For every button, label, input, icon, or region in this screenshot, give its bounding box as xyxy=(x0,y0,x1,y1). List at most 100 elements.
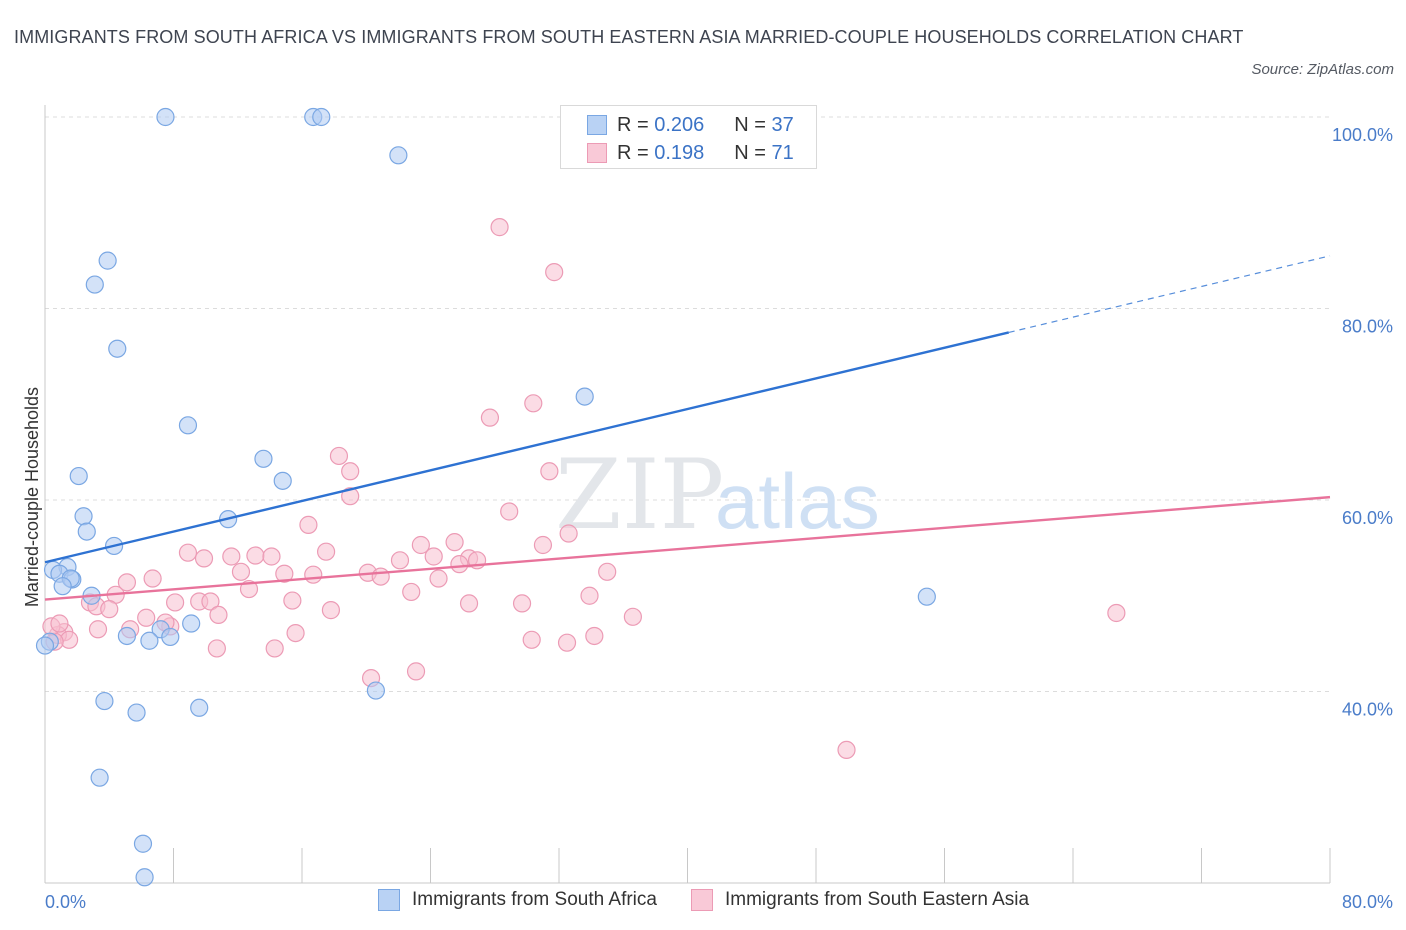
chart-title: IMMIGRANTS FROM SOUTH AFRICA VS IMMIGRAN… xyxy=(14,27,1244,47)
legend-stats: R = 0.206 N = 37 R = 0.198 N = 71 xyxy=(560,105,817,169)
point-south-eastern-asia xyxy=(580,586,599,605)
point-south-eastern-asia xyxy=(598,562,617,581)
point-south-eastern-asia xyxy=(545,263,564,282)
point-south-eastern-asia xyxy=(100,600,119,619)
point-south-eastern-asia xyxy=(429,569,448,588)
y-tick-label: 40.0% xyxy=(1342,700,1393,720)
point-south-eastern-asia xyxy=(299,515,318,534)
legend-r-value-2: 0.198 xyxy=(654,141,705,164)
series-south-africa-points xyxy=(35,107,936,887)
y-tick-labels: 40.0% 60.0% 80.0% 100.0% xyxy=(1332,125,1393,720)
point-south-africa xyxy=(273,471,292,490)
point-south-africa xyxy=(156,107,175,127)
legend-r-label: R = xyxy=(617,141,649,164)
point-south-eastern-asia xyxy=(406,662,426,681)
point-south-africa xyxy=(140,631,159,650)
point-south-eastern-asia xyxy=(321,601,341,620)
point-south-africa xyxy=(254,449,273,468)
point-south-eastern-asia xyxy=(512,594,532,613)
point-south-eastern-asia xyxy=(837,740,856,760)
x-tick-labels: 0.0% 80.0% xyxy=(45,892,1393,912)
point-south-eastern-asia xyxy=(500,502,519,521)
point-south-eastern-asia xyxy=(283,591,302,610)
point-south-eastern-asia xyxy=(316,542,336,561)
point-south-africa xyxy=(98,251,117,270)
point-south-eastern-asia xyxy=(585,626,604,646)
point-south-eastern-asia xyxy=(50,614,69,633)
point-south-africa xyxy=(178,416,198,435)
point-south-eastern-asia xyxy=(341,462,360,481)
point-south-africa xyxy=(108,339,127,358)
point-south-eastern-asia xyxy=(286,623,305,643)
point-south-eastern-asia xyxy=(265,639,284,658)
point-south-eastern-asia xyxy=(166,593,185,612)
point-south-eastern-asia xyxy=(459,594,479,613)
point-south-africa xyxy=(135,868,154,887)
x-tick-label: 80.0% xyxy=(1342,892,1393,912)
point-south-africa xyxy=(133,834,153,853)
legend-n-label: N = xyxy=(734,113,766,136)
point-south-eastern-asia xyxy=(402,582,421,602)
point-south-eastern-asia xyxy=(137,608,156,627)
watermark: ZIP atlas xyxy=(555,439,880,551)
legend-swatch-blue xyxy=(378,889,400,911)
point-south-africa xyxy=(53,577,72,596)
axes xyxy=(44,105,1331,884)
legend-swatch-blue xyxy=(587,115,607,135)
point-south-eastern-asia xyxy=(246,546,265,565)
point-south-eastern-asia xyxy=(178,543,198,562)
y-tick-label: 100.0% xyxy=(1332,125,1393,145)
legend-r-label: R = xyxy=(617,113,649,136)
point-south-eastern-asia xyxy=(262,547,281,566)
grid-lines xyxy=(45,116,1330,692)
trend-lines xyxy=(44,255,1331,601)
point-south-eastern-asia xyxy=(194,549,214,568)
point-south-eastern-asia xyxy=(275,564,294,583)
legend-swatch-pink xyxy=(690,889,713,911)
legend-r-value-1: 0.206 xyxy=(654,113,705,136)
legend-swatch-pink xyxy=(587,143,607,163)
point-south-africa xyxy=(161,627,180,647)
point-south-eastern-asia xyxy=(209,605,228,625)
point-south-eastern-asia xyxy=(559,524,578,543)
legend-item-south-eastern-asia: Immigrants from South Eastern Asia xyxy=(690,889,1029,911)
point-south-eastern-asia xyxy=(1107,603,1126,623)
legend-series: Immigrants from South Africa Immigrants … xyxy=(378,889,1063,911)
point-south-eastern-asia xyxy=(390,551,410,570)
legend-item-south-africa: Immigrants from South Africa xyxy=(378,889,657,911)
point-south-africa xyxy=(35,636,55,655)
point-south-eastern-asia xyxy=(557,633,577,652)
point-south-eastern-asia xyxy=(445,533,464,552)
legend-row-south-eastern-asia: R = 0.198 N = 71 xyxy=(587,142,794,164)
point-south-africa xyxy=(90,768,109,787)
legend-row-south-africa: R = 0.206 N = 37 xyxy=(587,114,794,136)
point-south-eastern-asia xyxy=(424,547,443,566)
point-south-africa xyxy=(190,698,209,717)
y-axis-label: Married-couple Households xyxy=(22,387,42,607)
source-label: Source: ZipAtlas.com xyxy=(1251,61,1394,78)
legend-n-value-2: 71 xyxy=(771,141,794,164)
point-south-africa xyxy=(575,387,594,406)
point-south-eastern-asia xyxy=(533,535,553,555)
trend-line-south-africa xyxy=(44,331,1010,564)
point-south-africa xyxy=(95,691,114,711)
point-south-africa xyxy=(389,146,408,165)
point-south-eastern-asia xyxy=(143,569,162,588)
point-south-eastern-asia xyxy=(480,408,500,427)
point-south-eastern-asia xyxy=(522,630,541,649)
point-south-africa xyxy=(127,703,146,722)
point-south-eastern-asia xyxy=(450,555,469,574)
point-south-africa xyxy=(366,681,385,700)
point-south-africa xyxy=(74,507,93,526)
point-south-eastern-asia xyxy=(524,394,543,413)
point-south-eastern-asia xyxy=(201,592,220,611)
point-south-eastern-asia xyxy=(341,487,360,506)
point-south-eastern-asia xyxy=(304,565,323,584)
y-tick-label: 80.0% xyxy=(1342,317,1393,337)
watermark-zip: ZIP xyxy=(555,439,724,551)
y-tick-label: 60.0% xyxy=(1342,508,1393,528)
point-south-eastern-asia xyxy=(222,547,241,566)
series-south-eastern-asia-points xyxy=(42,218,1126,760)
legend-n-value-1: 37 xyxy=(771,113,794,136)
